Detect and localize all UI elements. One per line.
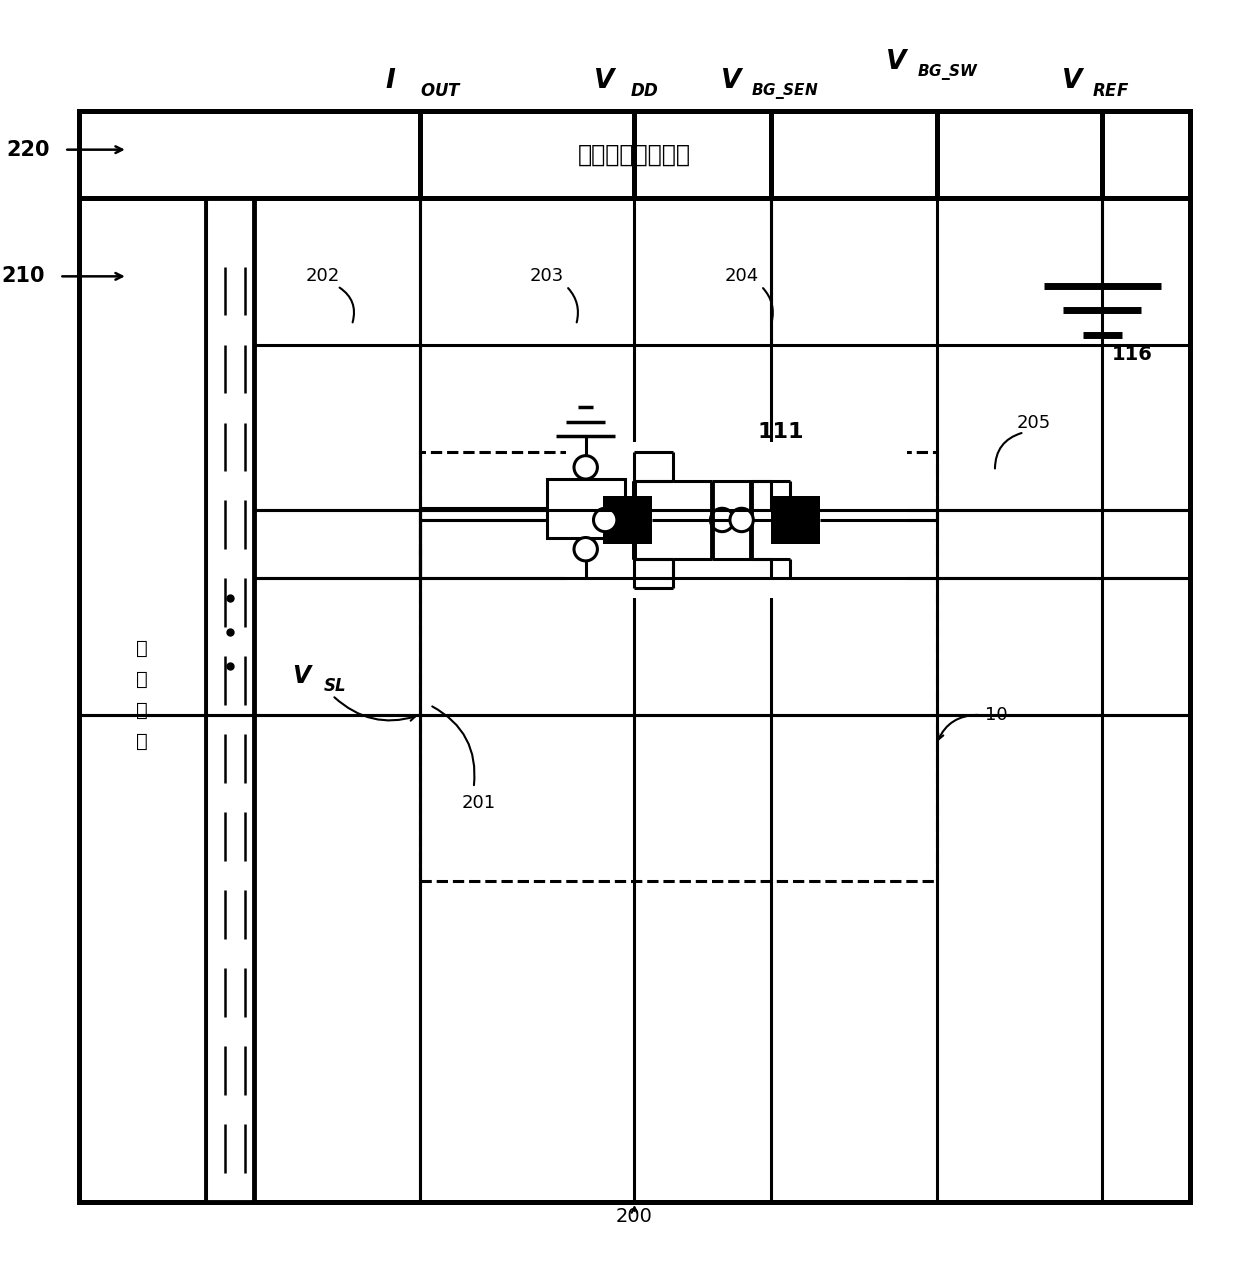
Bar bbox=[567, 442, 908, 598]
Circle shape bbox=[574, 537, 598, 561]
Circle shape bbox=[574, 456, 598, 479]
Bar bbox=[79, 199, 206, 1202]
Text: $\bfit{I}$: $\bfit{I}$ bbox=[386, 68, 397, 95]
Bar bbox=[254, 199, 1190, 1202]
Text: $\bfit{REF}$: $\bfit{REF}$ bbox=[1092, 82, 1130, 100]
Text: $\bfit{DD}$: $\bfit{DD}$ bbox=[630, 82, 658, 100]
Text: 202: 202 bbox=[305, 267, 340, 285]
Text: 203: 203 bbox=[529, 267, 564, 285]
Circle shape bbox=[711, 508, 734, 532]
Text: $\bfit{OUT}$: $\bfit{OUT}$ bbox=[420, 82, 463, 100]
Text: $\bfit{V}$: $\bfit{V}$ bbox=[593, 68, 618, 95]
Text: $\bfit{BG\_SW}$: $\bfit{BG\_SW}$ bbox=[918, 62, 980, 81]
Text: 111: 111 bbox=[758, 422, 804, 442]
Text: 行
选
电
路: 行 选 电 路 bbox=[136, 640, 149, 751]
Text: 210: 210 bbox=[1, 266, 45, 286]
Text: 205: 205 bbox=[1017, 413, 1052, 432]
Text: 200: 200 bbox=[616, 1207, 653, 1226]
Text: 10: 10 bbox=[986, 706, 1008, 723]
Text: $\bfit{V}$: $\bfit{V}$ bbox=[293, 664, 314, 688]
Bar bbox=[79, 110, 1190, 199]
Bar bbox=[79, 110, 1190, 1202]
Text: 116: 116 bbox=[1112, 345, 1153, 364]
Text: $\bfit{V}$: $\bfit{V}$ bbox=[885, 49, 910, 75]
Text: $\bfit{SL}$: $\bfit{SL}$ bbox=[322, 677, 346, 694]
Circle shape bbox=[730, 508, 754, 532]
Text: 204: 204 bbox=[724, 267, 759, 285]
Text: $\bfit{V}$: $\bfit{V}$ bbox=[719, 68, 744, 95]
Text: $\bfit{V}$: $\bfit{V}$ bbox=[1061, 68, 1085, 95]
Bar bbox=[603, 495, 652, 545]
Circle shape bbox=[594, 508, 616, 532]
Bar bbox=[79, 110, 1190, 199]
Bar bbox=[79, 110, 1190, 1202]
Text: $\bfit{BG\_SEN}$: $\bfit{BG\_SEN}$ bbox=[751, 81, 818, 101]
Bar bbox=[771, 495, 820, 545]
Text: 220: 220 bbox=[6, 139, 50, 160]
Text: 传感信号读出电路: 传感信号读出电路 bbox=[578, 142, 691, 166]
Text: 201: 201 bbox=[461, 793, 496, 812]
Bar bbox=[420, 452, 936, 881]
Bar bbox=[206, 199, 254, 1202]
Bar bbox=[547, 479, 625, 537]
Circle shape bbox=[594, 508, 616, 532]
